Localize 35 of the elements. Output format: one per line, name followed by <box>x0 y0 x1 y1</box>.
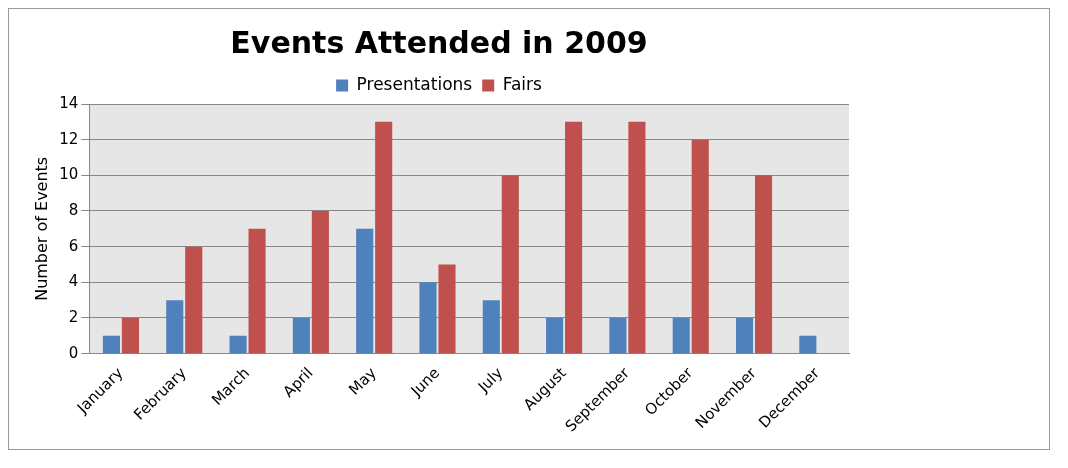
chart-title: Events Attended in 2009 <box>230 24 648 60</box>
bar <box>735 317 754 354</box>
bar <box>185 246 203 354</box>
bar <box>229 335 247 354</box>
legend-label: Fairs <box>502 73 543 94</box>
bar <box>754 175 773 354</box>
y-tick-label: 10 <box>59 165 79 184</box>
bar <box>546 317 564 354</box>
bar <box>121 317 139 354</box>
bar <box>419 282 437 354</box>
y-tick-label: 2 <box>68 307 79 326</box>
bar <box>565 121 583 354</box>
y-tick-label: 8 <box>68 200 79 219</box>
bar <box>311 210 329 354</box>
bar <box>691 139 709 354</box>
bar <box>482 300 500 354</box>
y-axis-title: Number of Events <box>31 156 51 301</box>
bar <box>102 335 120 354</box>
y-tick-label: 6 <box>68 236 79 255</box>
bar <box>672 317 690 354</box>
bar <box>375 121 393 354</box>
bar <box>166 300 184 354</box>
legend-label: Presentations <box>356 73 473 94</box>
bar <box>438 264 456 354</box>
bar <box>292 317 310 354</box>
bar <box>799 335 817 354</box>
y-tick-label: 4 <box>68 272 79 291</box>
bar <box>356 228 374 354</box>
bar <box>248 228 266 354</box>
bar <box>609 317 627 354</box>
bar <box>628 121 646 354</box>
y-tick-label: 0 <box>68 343 79 362</box>
bar <box>501 175 519 354</box>
y-tick-label: 14 <box>59 93 79 112</box>
y-tick-label: 12 <box>59 129 79 148</box>
